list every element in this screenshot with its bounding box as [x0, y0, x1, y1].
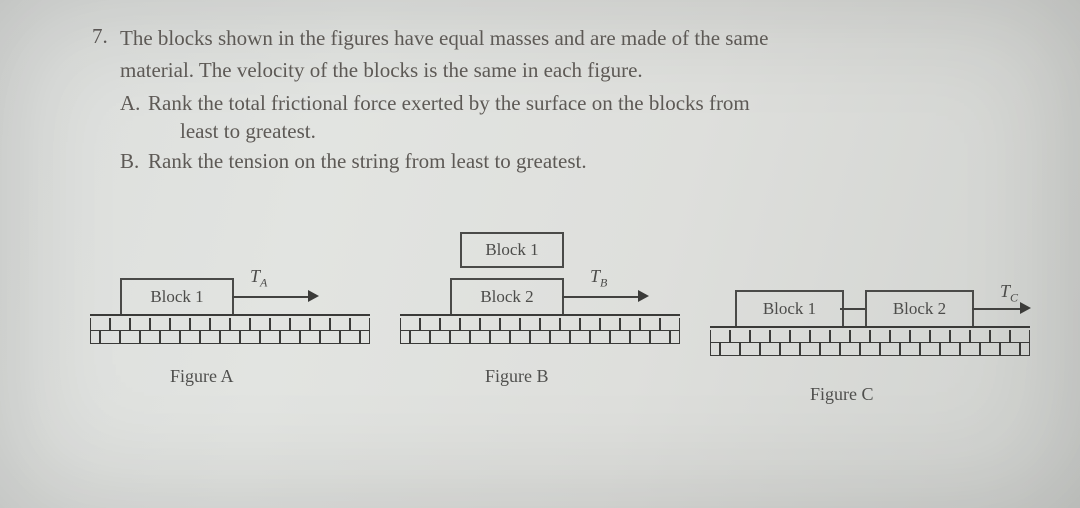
fig-c-block-2: Block 2 — [865, 290, 974, 328]
part-a-line-1: A.Rank the total frictional force exerte… — [120, 89, 980, 117]
fig-c-connector — [840, 308, 865, 310]
fig-a-arrow-head — [308, 290, 319, 302]
question-line-2: material. The velocity of the blocks is … — [120, 56, 980, 84]
question-line-1: The blocks shown in the figures have equ… — [120, 24, 980, 52]
question-number: 7. — [92, 24, 108, 49]
fig-b-surface — [400, 314, 680, 346]
fig-a-arrow-line — [232, 296, 310, 298]
part-b: B.Rank the tension on the string from le… — [120, 147, 980, 175]
fig-a-tension-t: T — [250, 266, 260, 286]
fig-c-tension-label: TC — [1000, 281, 1018, 306]
fig-a-bricks — [90, 318, 370, 346]
part-a-line-2: least to greatest. — [120, 117, 980, 145]
part-b-text: Rank the tension on the string from leas… — [148, 149, 587, 173]
fig-c-arrow-line — [972, 308, 1022, 310]
fig-b-tension-label: TB — [590, 266, 607, 291]
fig-b-tension-sub: B — [600, 275, 607, 289]
fig-b-block-2: Block 2 — [450, 278, 564, 316]
fig-b-arrow-head — [638, 290, 649, 302]
fig-a-surface — [90, 314, 370, 346]
fig-c-surface — [710, 326, 1030, 358]
fig-a-label: Figure A — [170, 366, 234, 387]
fig-a-tension-sub: A — [260, 275, 267, 289]
part-b-letter: B. — [120, 147, 148, 175]
fig-b-label: Figure B — [485, 366, 549, 387]
fig-a-tension-label: TA — [250, 266, 267, 291]
part-a-text-1: Rank the total frictional force exerted … — [148, 91, 750, 115]
fig-b-bricks — [400, 318, 680, 346]
fig-c-tension-sub: C — [1010, 290, 1018, 304]
fig-b-arrow-line — [562, 296, 640, 298]
fig-c-bricks — [710, 330, 1030, 358]
fig-c-tension-t: T — [1000, 281, 1010, 301]
fig-c-label: Figure C — [810, 384, 874, 405]
fig-c-block-1: Block 1 — [735, 290, 844, 328]
part-a-letter: A. — [120, 89, 148, 117]
question-content: 7. The blocks shown in the figures have … — [120, 24, 980, 436]
fig-a-block-1: Block 1 — [120, 278, 234, 316]
figures-container: Block 1 TA Figure A Block 1 Block 2 TB F… — [90, 216, 1030, 436]
fig-b-tension-t: T — [590, 266, 600, 286]
fig-b-block-1: Block 1 — [460, 232, 564, 268]
fig-c-arrow-head — [1020, 302, 1031, 314]
